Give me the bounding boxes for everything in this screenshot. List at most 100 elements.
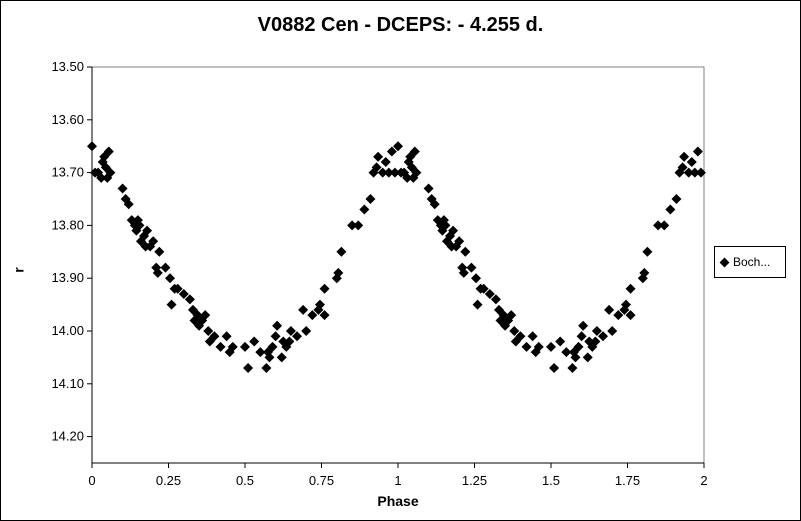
y-axis: 13.50 13.60 13.70 13.80 13.90 14.00 14.10 14.20 xyxy=(51,59,93,463)
data-point xyxy=(178,289,189,300)
data-point xyxy=(598,331,609,342)
data-point xyxy=(285,326,296,336)
data-point xyxy=(665,204,676,215)
data-point xyxy=(639,267,650,278)
data-point xyxy=(460,246,471,257)
data-point xyxy=(409,146,420,157)
data-point xyxy=(301,326,312,336)
data-point xyxy=(625,310,636,321)
data-point xyxy=(209,331,220,342)
legend-diamond-icon xyxy=(719,257,730,267)
data-point xyxy=(215,341,226,352)
data-point xyxy=(653,220,664,231)
data-point xyxy=(561,347,572,358)
data-point xyxy=(478,283,489,294)
data-point xyxy=(227,341,238,352)
data-point xyxy=(578,320,589,331)
data-point xyxy=(87,141,97,152)
x-tick-label: 0.5 xyxy=(236,473,254,488)
legend: Boch... xyxy=(714,246,786,278)
data-point xyxy=(292,331,303,342)
data-point xyxy=(319,310,330,321)
data-point xyxy=(386,146,397,157)
data-point xyxy=(261,362,272,373)
data-point xyxy=(590,336,601,347)
x-tick-label: 1.5 xyxy=(542,473,560,488)
data-point xyxy=(472,299,483,310)
y-axis-label: r xyxy=(10,267,27,273)
data-point xyxy=(319,283,330,294)
data-point xyxy=(221,331,232,342)
data-point xyxy=(96,172,107,183)
data-point xyxy=(689,167,700,178)
chart-title: V0882 Cen - DCEPS: - 4.255 d. xyxy=(257,14,544,36)
data-point xyxy=(243,362,254,373)
y-tick-label: 14.00 xyxy=(51,323,84,338)
data-point xyxy=(347,220,358,231)
data-point xyxy=(570,352,581,363)
data-point xyxy=(371,162,382,173)
data-point xyxy=(506,310,517,321)
data-point xyxy=(695,167,706,178)
data-point xyxy=(333,267,344,278)
data-points xyxy=(87,141,706,373)
data-point xyxy=(582,352,593,363)
data-point xyxy=(200,310,211,321)
data-point xyxy=(142,225,153,236)
data-point xyxy=(454,236,465,247)
data-point xyxy=(527,331,538,342)
data-point xyxy=(336,246,347,257)
data-point xyxy=(576,331,587,342)
data-point xyxy=(270,331,281,342)
data-point xyxy=(165,273,176,284)
data-point xyxy=(509,326,520,336)
data-point xyxy=(172,283,183,294)
data-point xyxy=(380,157,391,168)
data-point xyxy=(249,336,260,347)
data-point xyxy=(546,341,556,352)
data-point xyxy=(272,320,283,331)
data-point xyxy=(671,194,682,204)
data-point xyxy=(484,289,495,300)
data-point xyxy=(471,273,482,284)
data-point xyxy=(148,236,159,247)
data-point xyxy=(255,347,266,358)
data-point xyxy=(555,336,566,347)
data-point xyxy=(298,304,309,315)
data-point xyxy=(448,225,459,236)
data-point xyxy=(284,336,295,347)
data-point xyxy=(184,294,195,305)
data-point xyxy=(117,183,128,194)
x-tick-label: 1 xyxy=(394,473,401,488)
data-point xyxy=(314,299,325,310)
data-point xyxy=(134,220,145,231)
data-point xyxy=(423,183,434,194)
data-point xyxy=(373,151,384,162)
y-tick-label: 14.20 xyxy=(51,429,84,444)
data-point xyxy=(359,204,370,215)
data-point xyxy=(604,304,615,315)
x-tick-label: 0.75 xyxy=(309,473,334,488)
data-point xyxy=(240,341,250,352)
data-point xyxy=(573,341,584,352)
data-point xyxy=(383,167,394,178)
data-point xyxy=(166,299,177,310)
x-tick-label: 0 xyxy=(88,473,95,488)
data-point xyxy=(515,331,526,342)
data-point xyxy=(679,151,690,162)
data-point xyxy=(607,326,618,336)
data-point xyxy=(659,220,670,231)
data-point xyxy=(677,162,688,173)
data-point xyxy=(103,146,114,157)
data-point xyxy=(440,220,451,231)
data-point xyxy=(567,362,578,373)
data-point xyxy=(466,262,477,273)
data-point xyxy=(267,341,278,352)
data-point xyxy=(429,199,440,210)
data-point xyxy=(490,294,501,305)
data-point xyxy=(377,167,388,178)
x-axis-label: Phase xyxy=(377,493,419,509)
data-point xyxy=(203,326,214,336)
data-point xyxy=(353,220,364,231)
